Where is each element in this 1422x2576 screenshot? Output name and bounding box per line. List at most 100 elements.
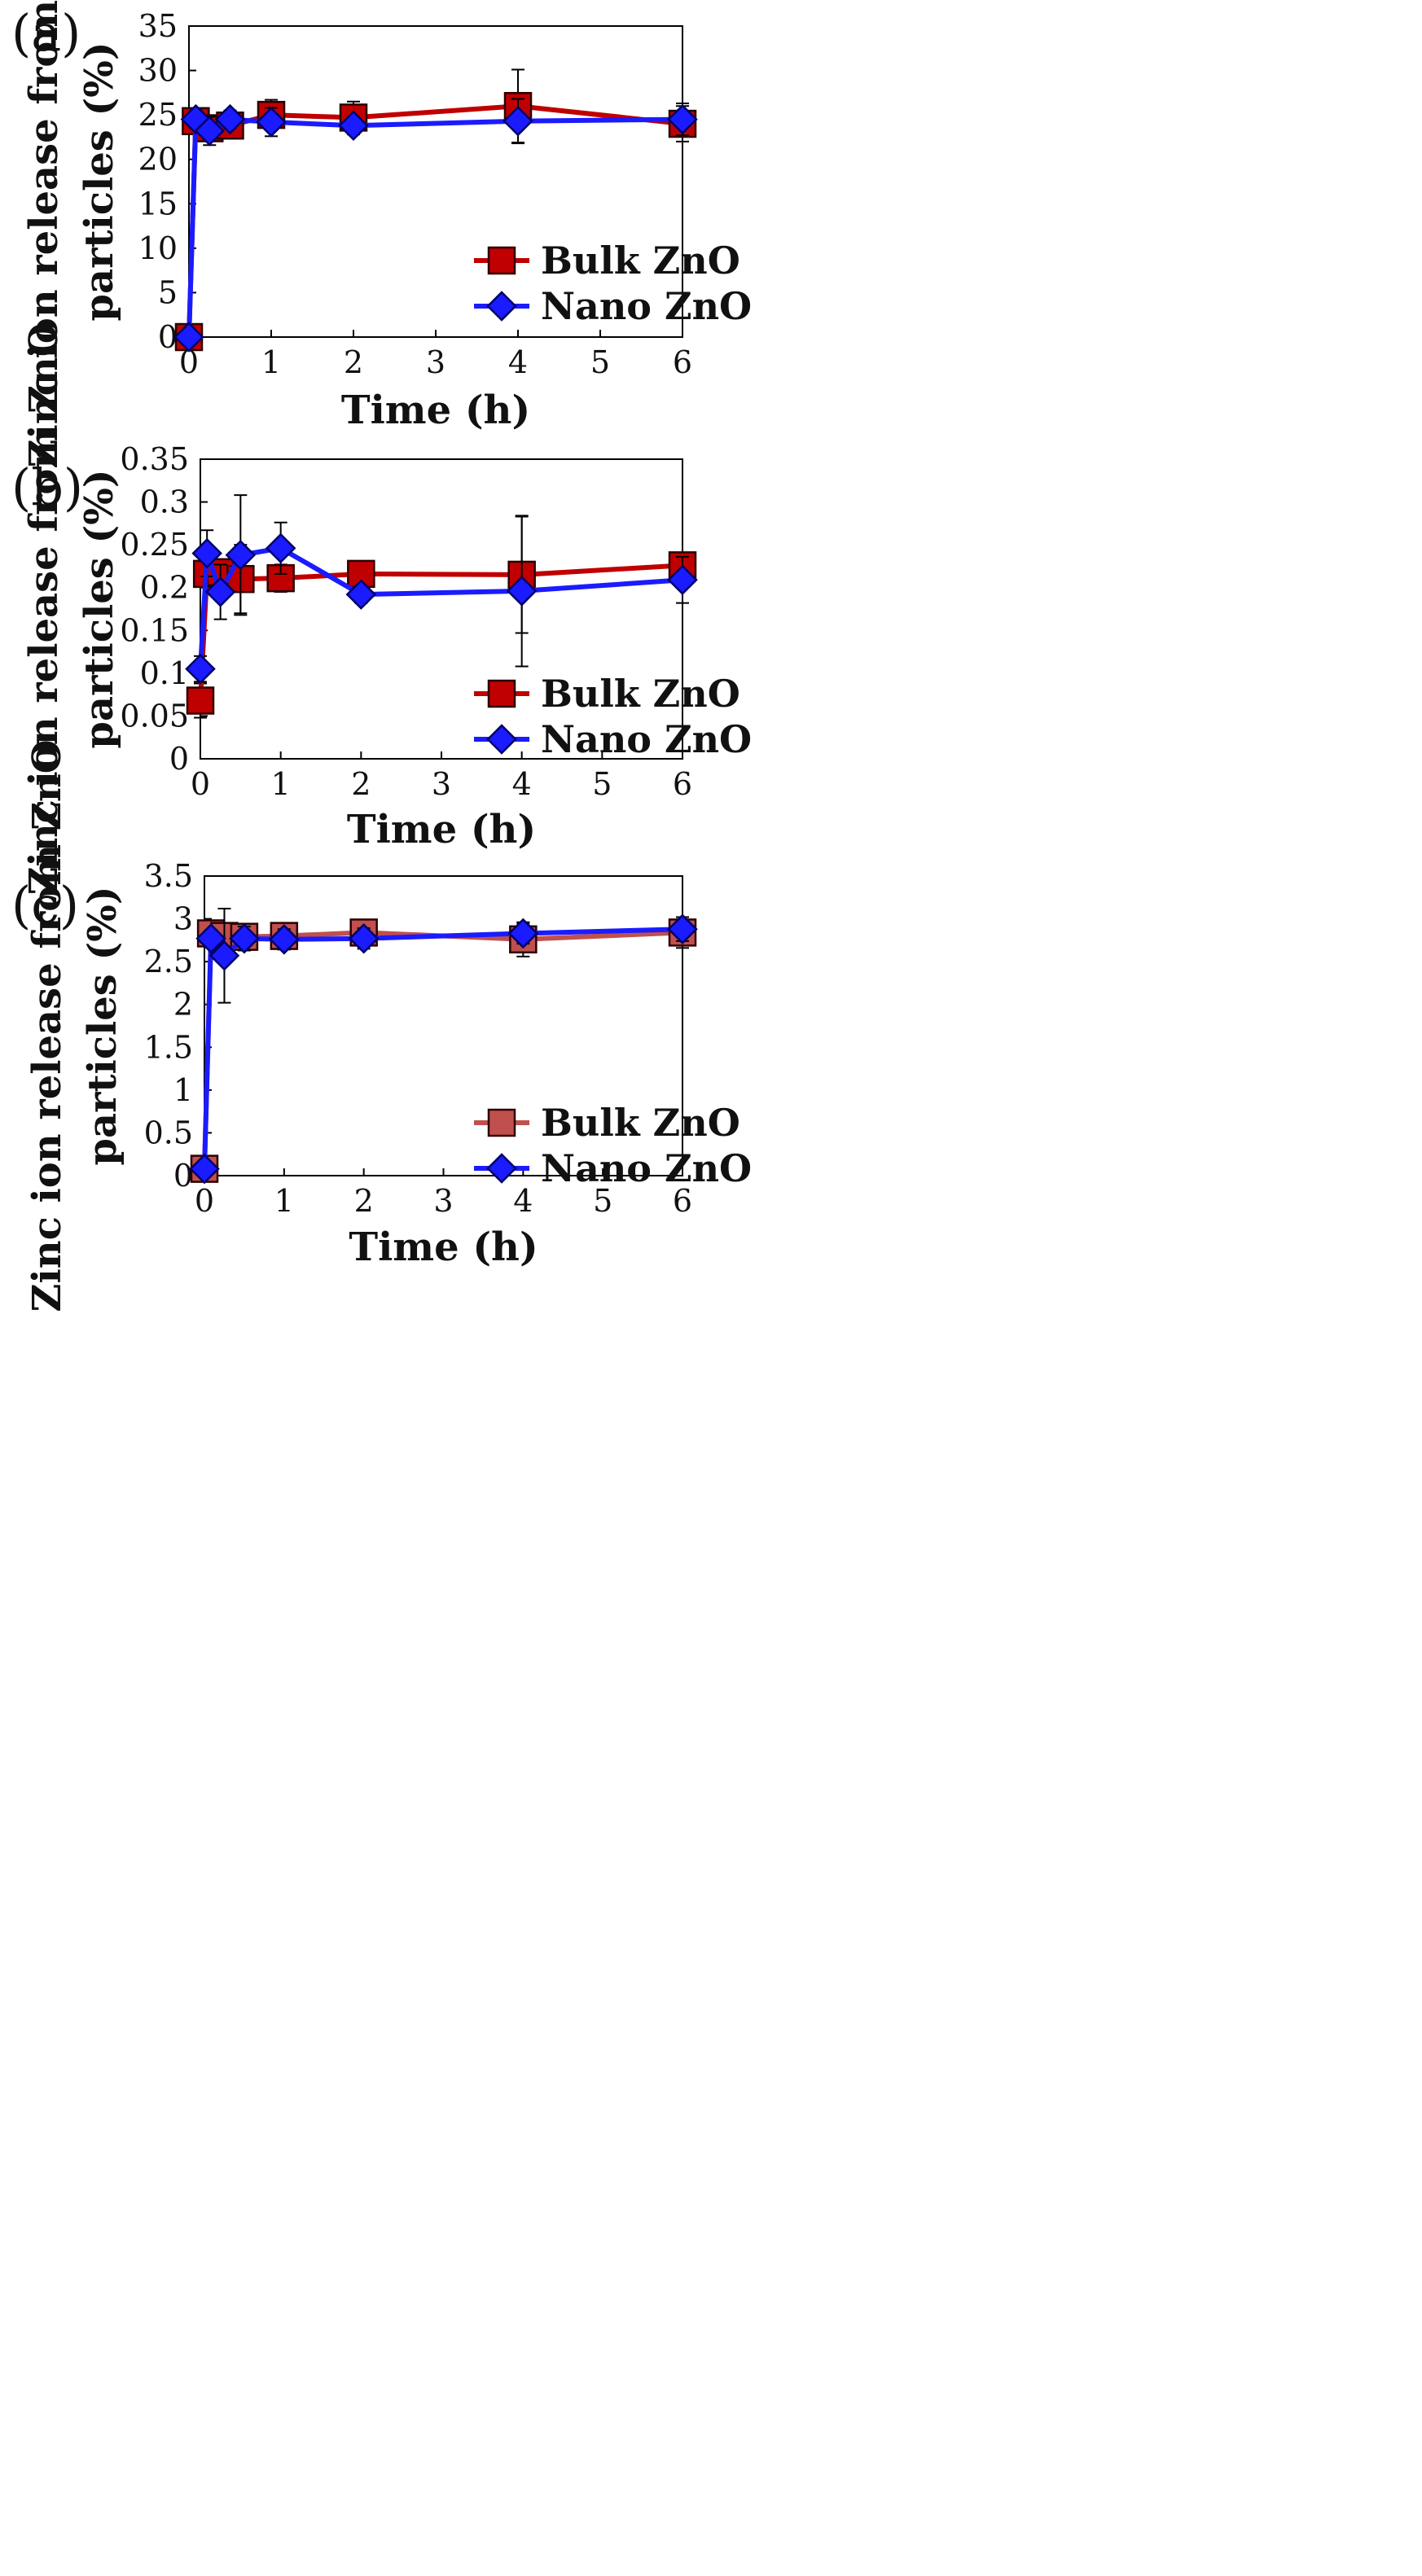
x-tick-label: 5 [593,1183,612,1219]
data-point-square [186,686,215,715]
x-tick-label: 6 [673,766,692,802]
x-tick-label: 3 [433,1183,453,1219]
x-tick-label: 1 [271,766,291,802]
x-tick-label: 6 [673,344,692,380]
x-tick-label: 3 [426,344,445,380]
y-axis-title-line2: particles (%) [77,42,122,321]
y-tick-label: 15 [138,186,178,221]
data-point-diamond [667,913,698,944]
y-tick-label: 30 [138,53,178,89]
data-point-diamond [667,103,698,135]
y-axis-title-line2: particles (%) [77,469,122,748]
data-point-diamond [507,918,539,949]
legend-label: Nano ZnO [541,717,752,761]
data-point-diamond [338,110,369,142]
data-point-diamond [208,940,240,971]
y-tick-label: 0.25 [120,527,189,563]
data-point-diamond [667,564,698,596]
y-tick-label: 0.3 [140,484,189,520]
data-point-diamond [265,532,296,564]
x-tick-label: 2 [344,344,363,380]
y-tick-label: 2.5 [144,944,193,979]
y-tick-label: 1 [173,1072,193,1108]
y-tick-label: 0.1 [140,655,189,691]
data-point-diamond [229,922,260,954]
series-nano-zno [189,907,698,1185]
x-tick-label: 6 [673,1183,692,1219]
x-axis-title: Time (h) [349,1224,538,1270]
legend-marker-square [487,1108,516,1137]
y-axis-title-line2: particles (%) [80,886,125,1165]
x-axis-title: Time (h) [347,807,536,852]
panel-label: (a) [11,3,81,63]
data-point-diamond [269,924,300,955]
y-tick-label: 0.35 [120,441,189,477]
legend-label: Bulk ZnO [541,672,740,716]
data-point-diamond [185,653,216,685]
legend-label: Bulk ZnO [541,239,740,283]
x-tick-label: 4 [508,344,528,380]
x-tick-label: 4 [513,1183,533,1219]
panel-label: (b) [11,458,83,517]
x-axis-title: Time (h) [341,388,530,433]
y-axis-title-line1: Zinc ion release from ZnO [21,0,67,468]
y-tick-label: 1.5 [144,1029,193,1065]
legend-marker-diamond [486,291,517,322]
x-tick-label: 0 [191,766,210,802]
y-tick-label: 0 [173,1158,193,1194]
x-tick-label: 1 [261,344,281,380]
data-point-diamond [256,107,287,138]
x-tick-label: 5 [592,766,612,802]
x-tick-label: 1 [274,1183,294,1219]
legend-marker-diamond [486,724,517,755]
y-tick-label: 2 [173,987,193,1023]
data-point-diamond [348,922,380,954]
y-tick-label: 10 [138,230,178,266]
data-point-diamond [503,106,533,137]
legend-marker-square [487,246,516,275]
y-tick-label: 3 [173,901,193,937]
data-point-diamond [191,537,222,569]
data-point-diamond [214,103,246,135]
x-tick-label: 2 [351,766,371,802]
data-point-diamond [345,579,377,610]
legend-marker-square [487,679,516,708]
legend-marker-diamond [486,1153,517,1184]
y-tick-label: 3.5 [144,858,193,894]
y-tick-label: 0.2 [140,570,189,606]
y-tick-label: 0.05 [120,698,189,734]
x-tick-label: 4 [512,766,532,802]
y-tick-label: 35 [138,8,178,44]
data-point-diamond [204,576,236,607]
series-nano-zno [173,98,698,353]
x-tick-label: 0 [195,1183,214,1219]
y-tick-label: 20 [138,142,178,177]
x-tick-label: 3 [432,766,451,802]
x-tick-label: 5 [590,344,610,380]
y-axis-title-line1: Zinc ion release from ZnO [21,322,67,895]
y-tick-label: 5 [158,274,178,310]
y-tick-label: 0 [169,741,189,777]
data-point-diamond [173,322,204,353]
data-point-diamond [194,116,226,147]
y-tick-label: 0.15 [120,612,189,648]
y-axis-title-line1: Zinc ion release from ZnO [24,739,70,1312]
x-tick-label: 2 [354,1183,374,1219]
series-nano-zno [185,494,698,685]
y-tick-label: 25 [138,97,178,133]
legend-label: Nano ZnO [541,284,752,328]
data-point-diamond [189,1153,220,1185]
panel-label: (c) [11,875,79,935]
data-point-diamond [225,539,257,571]
legend-label: Nano ZnO [541,1146,752,1190]
y-tick-label: 0.5 [144,1115,193,1150]
legend-label: Bulk ZnO [541,1101,740,1145]
data-point-diamond [195,922,226,954]
